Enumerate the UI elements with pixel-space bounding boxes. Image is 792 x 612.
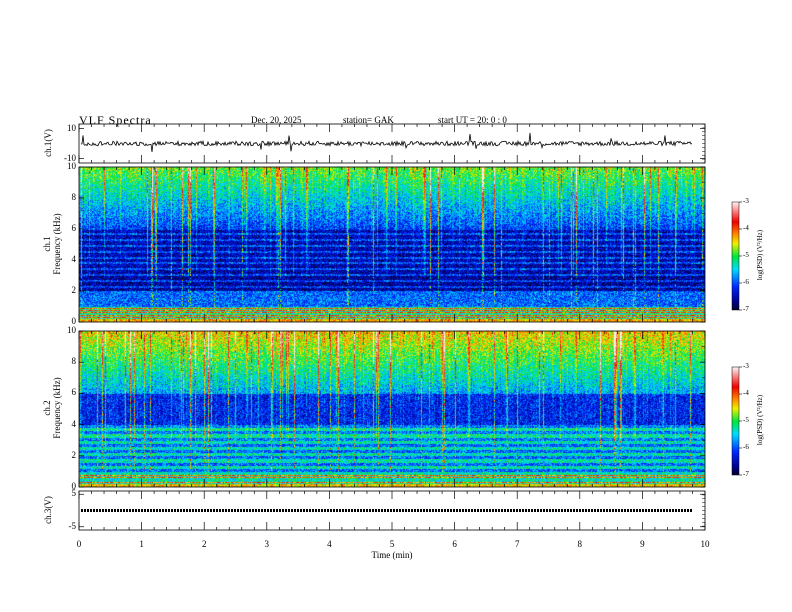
ch2-spec-axis-label-frequency: Frequency (kHz) [52, 377, 62, 439]
colorbar-tick-label: -7 [743, 470, 749, 478]
ch2-colorbar [732, 367, 739, 475]
x-axis-label: Time (min) [371, 550, 413, 560]
y-tick-label: -10 [64, 152, 76, 163]
y-tick-label: 6 [71, 223, 77, 233]
colorbar-tick-label: -3 [743, 362, 749, 370]
x-tick-label: 9 [640, 539, 645, 549]
panel-frame [78, 166, 706, 323]
plot-title: VLF Spectra [79, 113, 152, 127]
colorbar-tick-label: -5 [743, 416, 749, 424]
ch1-spectrogram [79, 167, 705, 322]
ch1-trace [80, 132, 693, 153]
x-tick-label: 5 [389, 539, 395, 549]
colorbar-label: log(PSD) (V²/Hz) [756, 394, 764, 446]
colorbar-tick-label: -6 [743, 278, 749, 286]
x-tick-label: 4 [327, 539, 332, 549]
ch2-spectrogram [79, 331, 705, 487]
y-tick-label: 8 [71, 356, 77, 367]
station-label: station= GAK [343, 115, 394, 125]
y-tick-label: 6 [71, 387, 77, 398]
colorbar-tick-label: -4 [743, 224, 749, 232]
y-tick-label: 4 [71, 418, 77, 429]
x-tick-label: 1 [139, 539, 144, 549]
y-tick-label: 10 [67, 325, 76, 335]
y-tick-label: 2 [71, 285, 77, 295]
y-tick-label: 10 [67, 122, 76, 133]
y-tick-label: 8 [71, 192, 77, 202]
x-tick-label: 3 [264, 539, 270, 549]
colorbar-label: log(PSD) (V²/Hz) [756, 229, 764, 281]
colorbar-frame [731, 366, 740, 476]
y-tick-label: 0 [71, 481, 77, 491]
y-tick-label: 4 [71, 254, 77, 264]
start-time-label: start UT = 20: 0 : 0 [438, 115, 507, 125]
y-tick-label: 10 [67, 161, 76, 171]
x-tick-label: 6 [452, 539, 457, 549]
colorbar-tick-label: -3 [743, 197, 749, 205]
panel-frame [78, 330, 706, 488]
x-tick-label: 2 [201, 539, 207, 549]
colorbar-tick-label: -5 [743, 251, 749, 259]
ch1-colorbar [732, 202, 739, 310]
ch1-spec-axis-label-channel: ch.1 [42, 236, 52, 252]
x-tick-label: 0 [76, 539, 82, 549]
date-label: Dec. 20, 2025 [251, 115, 302, 125]
x-tick-label: 8 [577, 539, 583, 549]
y-tick-label: 2 [71, 449, 77, 460]
ch1-spec-axis-label-frequency: Frequency (kHz) [52, 213, 62, 275]
ch3-axis-label: ch.3(V) [43, 496, 53, 524]
colorbar-frame [731, 201, 740, 311]
colorbar-tick-label: -4 [743, 389, 749, 397]
y-tick-label: -5 [68, 520, 77, 531]
x-tick-label: 10 [700, 539, 710, 549]
x-tick-label: 7 [514, 539, 520, 549]
y-tick-label: 0 [71, 316, 77, 326]
colorbar-tick-label: -6 [743, 443, 749, 451]
colorbar-tick-label: -7 [743, 305, 749, 313]
y-tick-label: 5 [71, 488, 77, 499]
